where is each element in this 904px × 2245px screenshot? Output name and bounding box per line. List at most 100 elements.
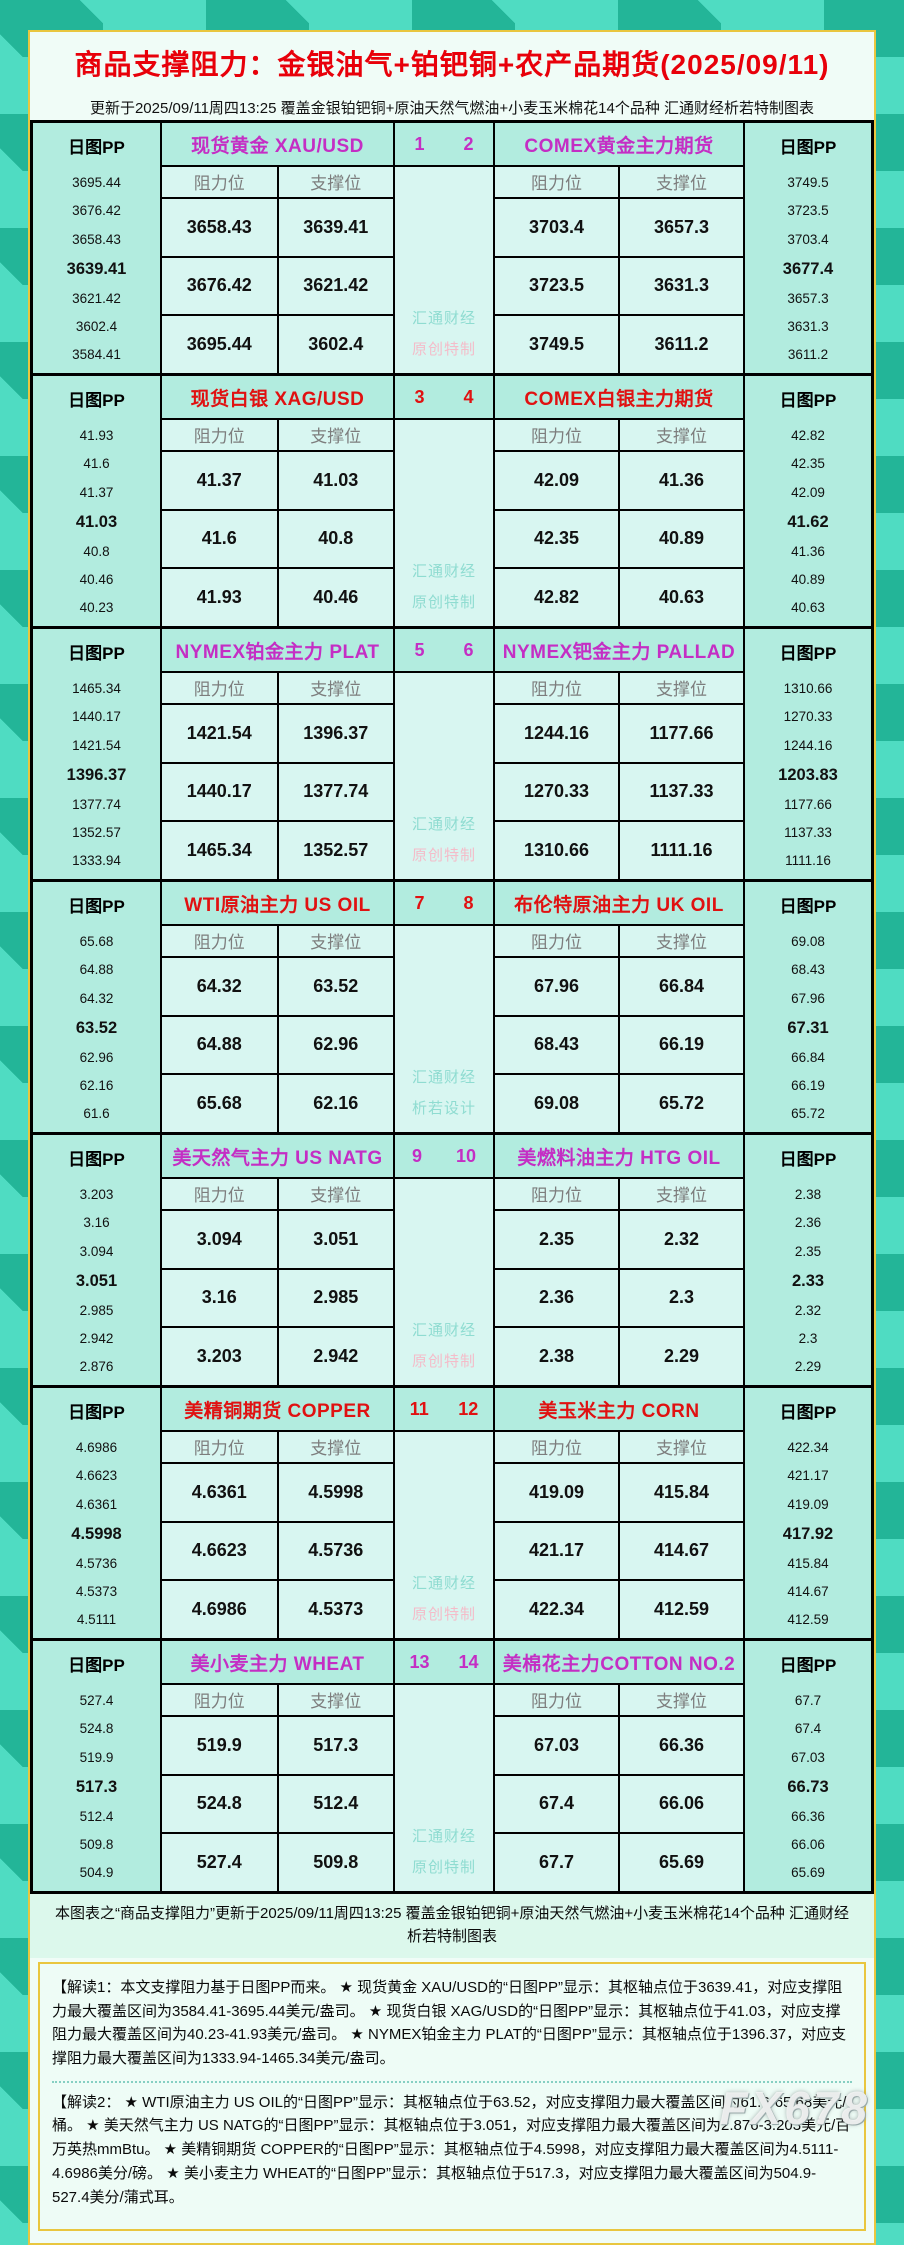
level-row: 41.37 41.03 bbox=[162, 449, 394, 509]
pp-value: 3.203 bbox=[79, 1187, 114, 1203]
resistance-value: 3723.5 bbox=[528, 275, 585, 296]
level-row: 1244.16 1177.66 bbox=[495, 702, 743, 762]
support-value: 66.19 bbox=[618, 1016, 743, 1074]
pp-header-right: 日图PP bbox=[779, 137, 837, 157]
support-header: 支撑位 bbox=[276, 167, 394, 197]
watermark-line1: 汇通财经 bbox=[411, 1828, 476, 1845]
level-row: 67.96 66.84 bbox=[495, 955, 743, 1015]
resistance-value: 524.8 bbox=[196, 1793, 242, 1814]
pp-value: 2.35 bbox=[794, 1243, 822, 1259]
pp-value: 1177.66 bbox=[784, 796, 832, 812]
resistance-value: 3.203 bbox=[196, 1346, 242, 1367]
chart-number-right: 12 bbox=[458, 1398, 479, 1419]
chart-number-left: 13 bbox=[409, 1651, 430, 1672]
resistance-header: 阻力位 bbox=[531, 174, 582, 194]
pp-value: 1377.74 bbox=[72, 796, 121, 812]
index-column: 5 6 汇通财经 原创特制 bbox=[395, 629, 493, 879]
content-box: 商品支撑阻力：金银油气+铂钯铜+农产品期货(2025/09/11) 更新于202… bbox=[28, 30, 876, 2245]
right-pivot-column: 日图PP 3749.5 3723.5 3703.4 3677.4 3657.3 3631.… bbox=[745, 123, 871, 373]
resistance-value: 4.6623 bbox=[191, 1540, 247, 1561]
level-row: 3695.44 3602.4 bbox=[162, 314, 393, 373]
support-value: 66.06 bbox=[618, 1775, 743, 1833]
left-pivot-column: 日图PP 527.4 524.8 519.9 517.3 512.4 509.8 504.9 bbox=[33, 1641, 160, 1891]
left-product-title: 现货白银 XAG/USD bbox=[162, 376, 393, 418]
resistance-header: 阻力位 bbox=[193, 1186, 245, 1206]
pp-value: 504.9 bbox=[79, 1865, 114, 1881]
pp-value: 3602.4 bbox=[75, 319, 118, 335]
pivot-value: 3.051 bbox=[75, 1271, 118, 1290]
left-product-title: 美精铜期货 COPPER bbox=[162, 1388, 393, 1430]
level-row: 1465.34 1352.57 bbox=[162, 820, 393, 879]
level-row: 3676.42 3621.42 bbox=[162, 255, 393, 315]
resistance-value: 41.6 bbox=[201, 528, 237, 549]
pp-value: 3723.5 bbox=[787, 203, 829, 219]
support-header: 支撑位 bbox=[618, 673, 743, 703]
pp-value: 69.08 bbox=[791, 934, 825, 950]
support-value: 62.96 bbox=[276, 1016, 394, 1074]
pp-value: 3.094 bbox=[79, 1243, 114, 1259]
support-value: 66.84 bbox=[618, 957, 743, 1015]
pp-value: 4.6623 bbox=[75, 1468, 118, 1484]
left-pivot-column: 日图PP 65.68 64.88 64.32 63.52 62.96 62.16 61.6 bbox=[33, 882, 160, 1132]
support-resistance-table: 日图PP 3695.44 3676.42 3658.43 3639.41 3621.42… bbox=[30, 120, 874, 1894]
pp-value: 1111.16 bbox=[785, 853, 831, 869]
support-value: 4.5736 bbox=[276, 1522, 394, 1580]
pp-value: 419.09 bbox=[787, 1496, 829, 1512]
resistance-value: 3676.42 bbox=[186, 275, 252, 296]
resistance-value: 1465.34 bbox=[186, 840, 252, 861]
support-value: 3657.3 bbox=[618, 198, 743, 256]
support-value: 1137.33 bbox=[618, 763, 743, 821]
pp-value: 66.36 bbox=[791, 1808, 825, 1824]
support-value: 414.67 bbox=[618, 1522, 743, 1580]
resistance-value: 65.68 bbox=[196, 1093, 242, 1114]
watermark-line1: 汇通财经 bbox=[411, 1322, 476, 1339]
resistance-header: 阻力位 bbox=[531, 427, 582, 447]
pp-header-left: 日图PP bbox=[68, 896, 125, 916]
chart-number-left: 11 bbox=[409, 1398, 429, 1419]
level-row: 68.43 66.19 bbox=[495, 1014, 743, 1074]
support-value: 1352.57 bbox=[276, 822, 394, 879]
level-row: 42.09 41.36 bbox=[495, 449, 743, 509]
level-row: 3749.5 3611.2 bbox=[495, 314, 743, 373]
support-value: 412.59 bbox=[618, 1581, 743, 1638]
support-value: 1177.66 bbox=[618, 704, 743, 762]
pp-value: 62.96 bbox=[79, 1049, 114, 1065]
support-value: 3631.3 bbox=[618, 257, 743, 315]
interpretation-1: 【解读1：本文支撑阻力基于日图PP而来。 ★ 现货黄金 XAU/USD的“日图P… bbox=[52, 1979, 847, 2068]
support-header: 支撑位 bbox=[276, 1685, 394, 1715]
right-product-title: 美棉花主力COTTON NO.2 bbox=[495, 1641, 743, 1683]
support-value: 62.16 bbox=[276, 1075, 394, 1132]
chart-number-left: 1 bbox=[414, 133, 425, 154]
left-pivot-column: 日图PP 3695.44 3676.42 3658.43 3639.41 3621.42… bbox=[33, 123, 160, 373]
pp-value: 3657.3 bbox=[787, 290, 829, 306]
pivot-value: 517.3 bbox=[75, 1777, 118, 1796]
right-levels-table: 美棉花主力COTTON NO.2 阻力位 支撑位 67.03 66.36 67.4 6… bbox=[493, 1641, 745, 1891]
pp-value: 67.4 bbox=[794, 1721, 822, 1737]
support-value: 2.3 bbox=[618, 1269, 743, 1327]
resistance-value: 4.6361 bbox=[191, 1481, 247, 1502]
index-column: 1 2 汇通财经 原创特制 bbox=[395, 123, 493, 373]
right-levels-table: COMEX白银主力期货 阻力位 支撑位 42.09 41.36 42.35 40.89… bbox=[493, 376, 745, 626]
update-subtitle: 更新于2025/09/11周四13:25 覆盖金银铂钯铜+原油天然气燃油+小麦玉… bbox=[89, 99, 815, 117]
pp-value: 509.8 bbox=[79, 1837, 114, 1853]
pp-value: 66.06 bbox=[791, 1837, 825, 1853]
right-pivot-column: 日图PP 67.7 67.4 67.03 66.73 66.36 66.06 65.69 bbox=[745, 1641, 871, 1891]
pp-value: 3611.2 bbox=[787, 347, 829, 363]
pp-value: 4.6361 bbox=[75, 1496, 118, 1512]
support-value: 41.03 bbox=[276, 451, 394, 509]
right-product-title: 美玉米主力 CORN bbox=[495, 1388, 743, 1430]
level-row: 3658.43 3639.41 bbox=[162, 196, 393, 256]
pivot-value: 41.62 bbox=[787, 512, 829, 531]
support-value: 2.985 bbox=[276, 1269, 394, 1327]
resistance-header: 阻力位 bbox=[193, 427, 245, 447]
pivot-value: 41.03 bbox=[75, 512, 118, 531]
pp-value: 1421.54 bbox=[72, 737, 121, 753]
resistance-value: 64.88 bbox=[196, 1034, 242, 1055]
support-value: 1396.37 bbox=[276, 704, 394, 762]
pp-values-left: 3695.44 3676.42 3658.43 3639.41 3621.42 3602.… bbox=[33, 167, 160, 373]
pp-value: 61.6 bbox=[83, 1106, 110, 1122]
pp-value: 67.03 bbox=[791, 1749, 825, 1765]
support-header: 支撑位 bbox=[618, 167, 743, 197]
right-pivot-column: 日图PP 1310.66 1270.33 1244.16 1203.83 1177.66… bbox=[745, 629, 871, 879]
support-value: 509.8 bbox=[276, 1834, 394, 1891]
